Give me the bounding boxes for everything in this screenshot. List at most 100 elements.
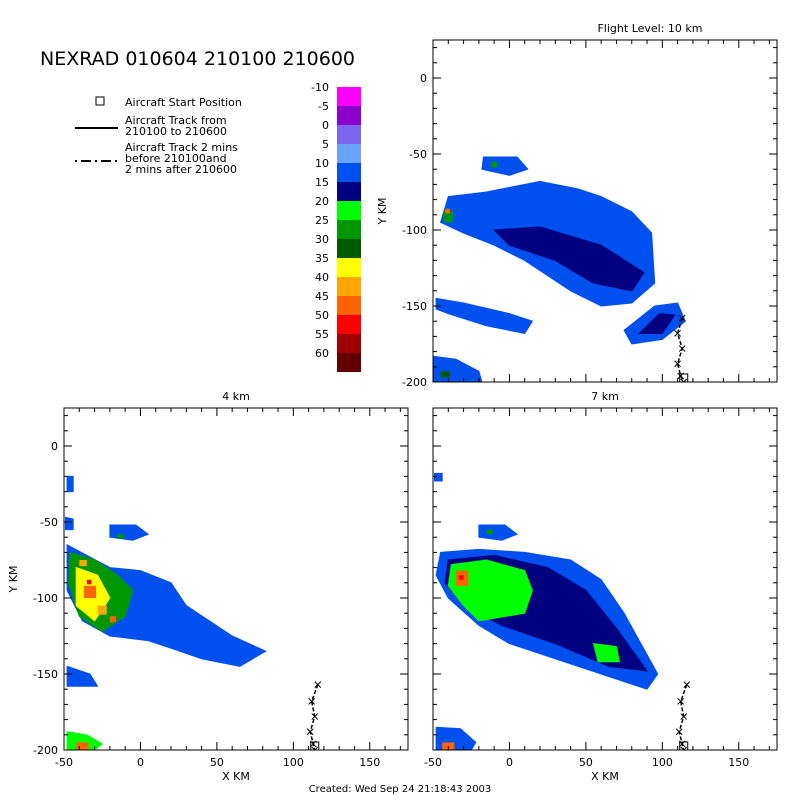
colorbar-label: 55 [315, 328, 329, 341]
reflectivity-cell [76, 742, 89, 750]
panel-title: 4 km [222, 390, 250, 403]
footer-created: Created: Wed Sep 24 21:18:43 2003 [309, 784, 492, 795]
reflectivity-cell [109, 616, 116, 623]
y-axis-label: Y KM [7, 566, 20, 594]
track-point [306, 728, 314, 736]
track-point [680, 746, 688, 750]
colorbar-swatch [337, 220, 361, 239]
y-tick-label: -50 [409, 148, 427, 161]
reflectivity-region [592, 643, 621, 663]
aircraft-start-marker [679, 741, 689, 750]
panel-3: -50 0 50 100 150 7 km X KM [424, 390, 778, 783]
track-point [677, 698, 685, 705]
colorbar-swatch [337, 201, 361, 220]
reflectivity-region [65, 516, 74, 531]
x-tick-label: 150 [359, 756, 380, 769]
colorbar-label: -10 [311, 81, 329, 94]
reflectivity-region [435, 297, 534, 334]
reflectivity-cell [83, 585, 97, 598]
legend-track2-line3: 2 mins after 210600 [125, 163, 237, 176]
legend-track2-line2: before 210100and [125, 152, 227, 165]
plot-frame [432, 39, 778, 383]
colorbar-swatch [337, 277, 361, 296]
reflectivity-region [493, 226, 645, 292]
x-axis-label: X KM [591, 770, 619, 783]
reflectivity-region [638, 313, 676, 334]
y-tick-label: 0 [51, 440, 58, 453]
legend-start-position: Aircraft Start Position [125, 96, 242, 109]
reflectivity-cell [486, 529, 493, 535]
colorbar-label: 35 [315, 252, 329, 265]
reflectivity-cell [445, 208, 450, 214]
reflectivity-cell [491, 161, 498, 168]
x-tick-label: 100 [283, 756, 304, 769]
colorbar-label: 60 [315, 347, 329, 360]
colorbar-swatch [337, 182, 361, 201]
panel-data [434, 472, 691, 750]
track-point [680, 378, 688, 382]
track-point [314, 681, 322, 688]
colorbar-swatch [337, 296, 361, 315]
plot-frame [63, 407, 409, 751]
plot-frame [432, 407, 778, 751]
panel-data [433, 156, 689, 382]
colorbar-swatch [337, 87, 361, 106]
y-tick-label: -100 [33, 592, 58, 605]
x-tick-label: -50 [424, 756, 442, 769]
x-tick-label: 150 [728, 756, 749, 769]
reflectivity-region [481, 156, 529, 176]
track-point [308, 698, 316, 705]
y-tick-label: 0 [420, 72, 427, 85]
colorbar-label: 40 [315, 271, 329, 284]
colorbar-label: 5 [322, 138, 329, 151]
legend-track2-line1: Aircraft Track 2 mins [125, 141, 238, 154]
x-tick-label: -50 [55, 756, 73, 769]
colorbar-label: 0 [322, 119, 329, 132]
x-tick-label: 50 [210, 756, 224, 769]
reflectivity-region [66, 475, 74, 493]
aircraft-start-marker [679, 373, 689, 382]
reflectivity-cell [79, 560, 87, 567]
reflectivity-cell [117, 534, 124, 539]
aircraft-start-marker [310, 741, 320, 750]
reflectivity-region [109, 524, 150, 541]
colorbar-label: -5 [318, 100, 329, 113]
track-point [678, 314, 686, 322]
colorbar-swatch [337, 353, 361, 372]
colorbar-swatch [337, 125, 361, 144]
track-point [683, 681, 691, 688]
colorbar-swatch [337, 334, 361, 353]
track-point [311, 713, 319, 720]
reflectivity-region [433, 355, 483, 382]
aircraft-track [309, 684, 319, 750]
legend-track-line1: Aircraft Track from [125, 114, 227, 127]
colorbar-label: 10 [315, 157, 329, 170]
reflectivity-cell [440, 371, 450, 378]
aircraft-track [678, 684, 688, 750]
colorbar-swatch [337, 144, 361, 163]
reflectivity-region [478, 524, 519, 541]
colorbar-label: 50 [315, 309, 329, 322]
track-point [680, 713, 688, 720]
start-position-marker [95, 96, 105, 106]
colorbar-label: 25 [315, 214, 329, 227]
track-point [675, 728, 683, 736]
track-point [674, 330, 681, 337]
main-title: NEXRAD 010604 210100 210600 [40, 48, 355, 70]
y-axis-label: Y KM [376, 198, 389, 226]
x-tick-label: 100 [652, 756, 673, 769]
y-tick-label: -200 [402, 376, 427, 389]
y-tick-label: -150 [33, 668, 58, 681]
x-axis-label: X KM [222, 770, 250, 783]
colorbar-swatch [337, 106, 361, 125]
reflectivity-cell [443, 210, 453, 223]
reflectivity-region [447, 559, 533, 622]
panel-2: -50 0 50 100 150 0 -50 -100 -150 -200 4 km X KM Y KM [7, 390, 409, 783]
reflectivity-region [435, 726, 477, 750]
y-tick-label: -50 [40, 516, 58, 529]
reflectivity-cell [97, 605, 107, 615]
legend-track-line2: 210100 to 210600 [125, 125, 227, 138]
y-tick-label: -100 [402, 224, 427, 237]
